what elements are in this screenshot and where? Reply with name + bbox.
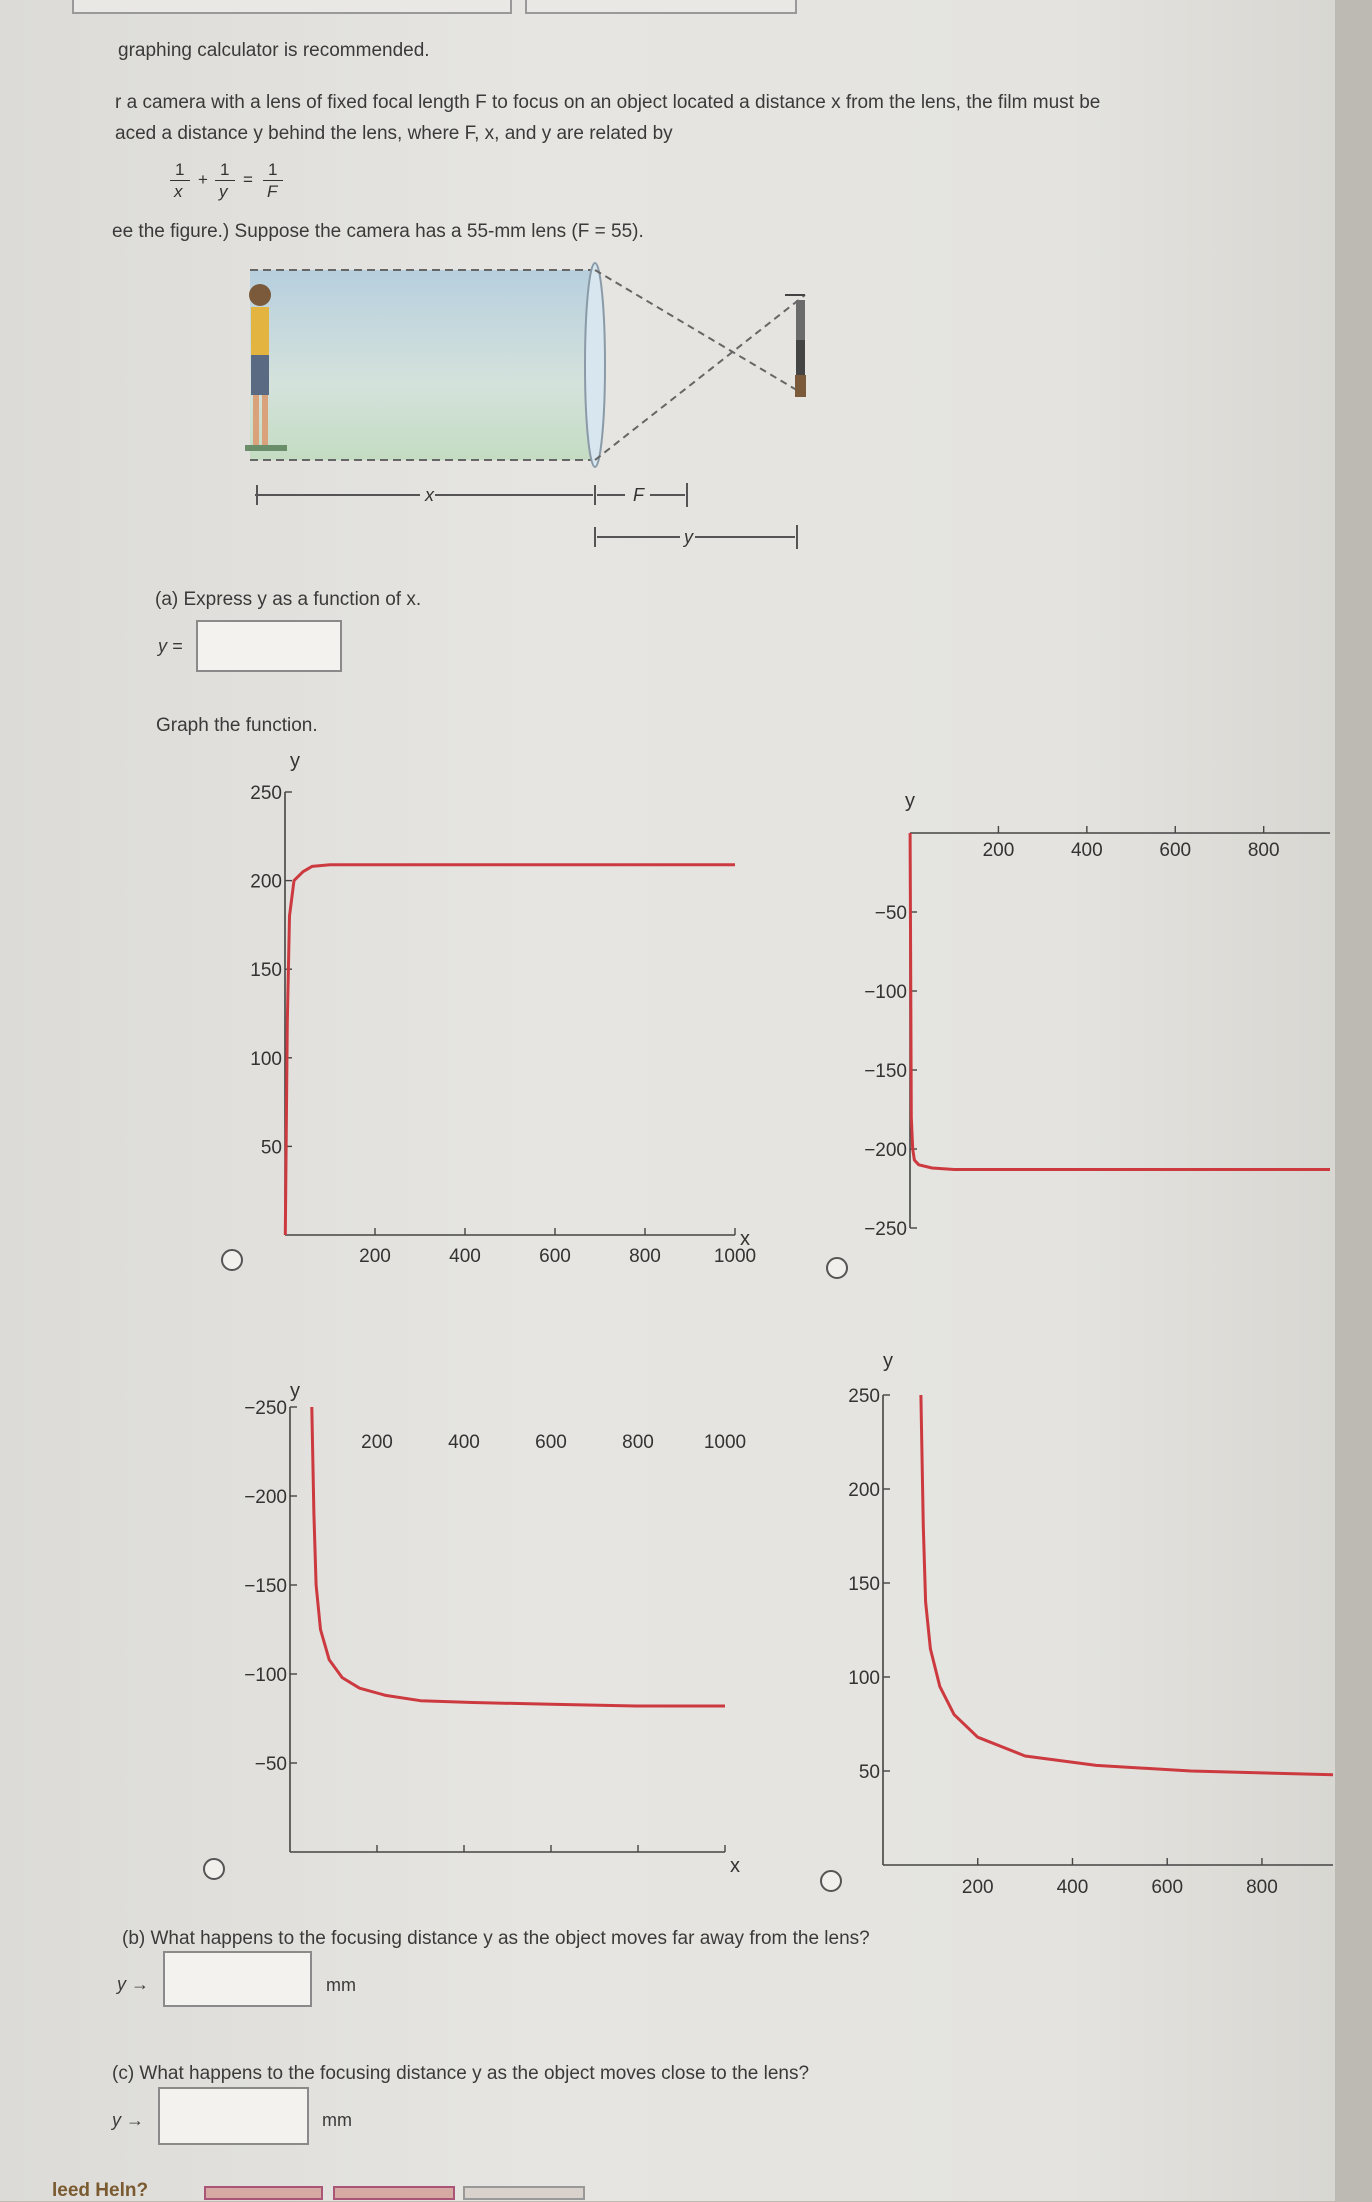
graph-prompt: Graph the function. (156, 715, 318, 736)
y-tick-label: 250 (848, 1386, 880, 1407)
person-icon (245, 284, 287, 451)
y-axis-label: y (905, 790, 915, 812)
question-page: graphing calculator is recommended. r a … (0, 0, 1335, 2201)
top-tab-right[interactable] (525, 0, 797, 14)
x-tick-label: 1000 (714, 1246, 756, 1267)
eq-plus: + (198, 170, 208, 189)
help-button-3[interactable] (463, 2186, 585, 2200)
graph-option-3-radio[interactable] (203, 1858, 225, 1880)
x-tick-label: 800 (1246, 1877, 1278, 1898)
series-line (908, 832, 1330, 1171)
x-tick-label: 200 (962, 1877, 994, 1898)
x-tick-label: 400 (1071, 840, 1103, 861)
series-line (919, 1394, 1334, 1777)
y-axis-label: y (290, 750, 300, 772)
graph-option-2-radio[interactable] (826, 1257, 848, 1279)
label-F: F (633, 485, 645, 505)
label-y: y (682, 527, 694, 547)
dimension-arrows (255, 483, 798, 549)
x-tick-label: 600 (535, 1432, 567, 1453)
y-tick-label: 200 (848, 1480, 880, 1501)
y-axis-label: y (290, 1380, 300, 1402)
eq-num-1: 1 (175, 160, 185, 179)
top-tab-left[interactable] (72, 0, 512, 14)
y-tick-label: −250 (244, 1398, 287, 1419)
graph-option-3: −50 −100 −150 −200 −250 200 400 600 800 1000 y x (244, 1380, 746, 1877)
inverted-image-icon (785, 294, 806, 397)
graph-option-4-radio[interactable] (820, 1870, 842, 1892)
part-c-arrow-label: y → (112, 2110, 145, 2130)
x-tick-label: 400 (448, 1432, 480, 1453)
series-line (310, 1406, 725, 1708)
eq-num-2: 1 (220, 160, 230, 179)
y-tick-label: −150 (244, 1576, 287, 1597)
eq-den-y: y (219, 182, 228, 201)
x-axis-label: x (740, 1228, 750, 1250)
y-tick-label: 200 (250, 872, 282, 893)
series-line (283, 863, 735, 1236)
y-tick-label: 150 (848, 1574, 880, 1595)
y-tick-label: 50 (261, 1137, 282, 1158)
eq-equals: = (243, 170, 253, 189)
x-tick-label: 200 (359, 1246, 391, 1267)
y-tick-label: −250 (864, 1219, 907, 1240)
x-tick-label: 600 (1151, 1877, 1183, 1898)
graph-option-1: 50 100 150 200 250 200 400 600 800 1000 y x (250, 750, 756, 1267)
graph-option-1-radio[interactable] (221, 1249, 243, 1271)
x-tick-label: 800 (622, 1432, 654, 1453)
part-c-answer-input[interactable] (158, 2087, 309, 2145)
eq-den-x: x (174, 182, 183, 201)
lens-icon (584, 262, 606, 468)
x-tick-label: 200 (983, 840, 1015, 861)
part-a-answer-label: y = (158, 636, 183, 656)
intro-line-2: aced a distance y behind the lens, where… (115, 123, 673, 144)
scene-background (250, 270, 595, 460)
part-b-arrow-label: y → (117, 1974, 150, 1994)
y-tick-label: −150 (864, 1061, 907, 1082)
eq-num-3: 1 (268, 160, 278, 179)
y-tick-label: −100 (244, 1665, 287, 1686)
intro-line-1: r a camera with a lens of fixed focal le… (115, 92, 1101, 113)
y-tick-label: 50 (859, 1762, 880, 1783)
x-tick-label: 800 (629, 1246, 661, 1267)
graph-option-2: −50 −100 −150 −200 −250 200 400 600 800 y (864, 790, 1330, 1240)
y-tick-label: −200 (864, 1140, 907, 1161)
x-tick-label: 200 (361, 1432, 393, 1453)
lens-figure: x F y (245, 262, 806, 549)
y-tick-label: −50 (875, 903, 907, 924)
help-button-1[interactable] (204, 2186, 323, 2200)
graph-option-4: 50 100 150 200 250 200 400 600 800 y (848, 1355, 1334, 1898)
part-a-answer-input[interactable] (196, 620, 342, 672)
y-tick-label: 150 (250, 960, 282, 981)
intro-line-0: graphing calculator is recommended. (118, 40, 430, 61)
part-c-unit: mm (322, 2110, 352, 2130)
y-tick-label: 250 (250, 783, 282, 804)
lens-equation: 1 x + 1 y = 1 F (170, 160, 300, 210)
part-b-question: (b) What happens to the focusing distanc… (122, 1928, 870, 1949)
x-tick-label: 1000 (704, 1432, 746, 1453)
x-tick-label: 600 (539, 1246, 571, 1267)
y-tick-label: 100 (848, 1668, 880, 1689)
part-b-unit: mm (326, 1975, 356, 1995)
y-tick-label: −200 (244, 1487, 287, 1508)
part-c-question: (c) What happens to the focusing distanc… (112, 2063, 810, 2084)
y-tick-label: −100 (864, 982, 907, 1003)
part-a-question: (a) Express y as a function of x. (155, 589, 422, 610)
help-button-2[interactable] (333, 2186, 455, 2200)
label-x: x (424, 485, 435, 505)
eq-den-F: F (267, 182, 278, 201)
x-tick-label: 800 (1248, 840, 1280, 861)
x-tick-label: 400 (1057, 1877, 1089, 1898)
y-axis-label: y (883, 1355, 893, 1372)
x-tick-label: 600 (1159, 840, 1191, 861)
part-b-answer-input[interactable] (163, 1951, 312, 2007)
intro-line-3: ee the figure.) Suppose the camera has a… (112, 221, 644, 242)
x-tick-label: 400 (449, 1246, 481, 1267)
need-help-label: leed Heln? (52, 2180, 149, 2201)
x-axis-label: x (730, 1855, 740, 1877)
y-tick-label: −50 (255, 1754, 287, 1775)
y-tick-label: 100 (250, 1049, 282, 1070)
